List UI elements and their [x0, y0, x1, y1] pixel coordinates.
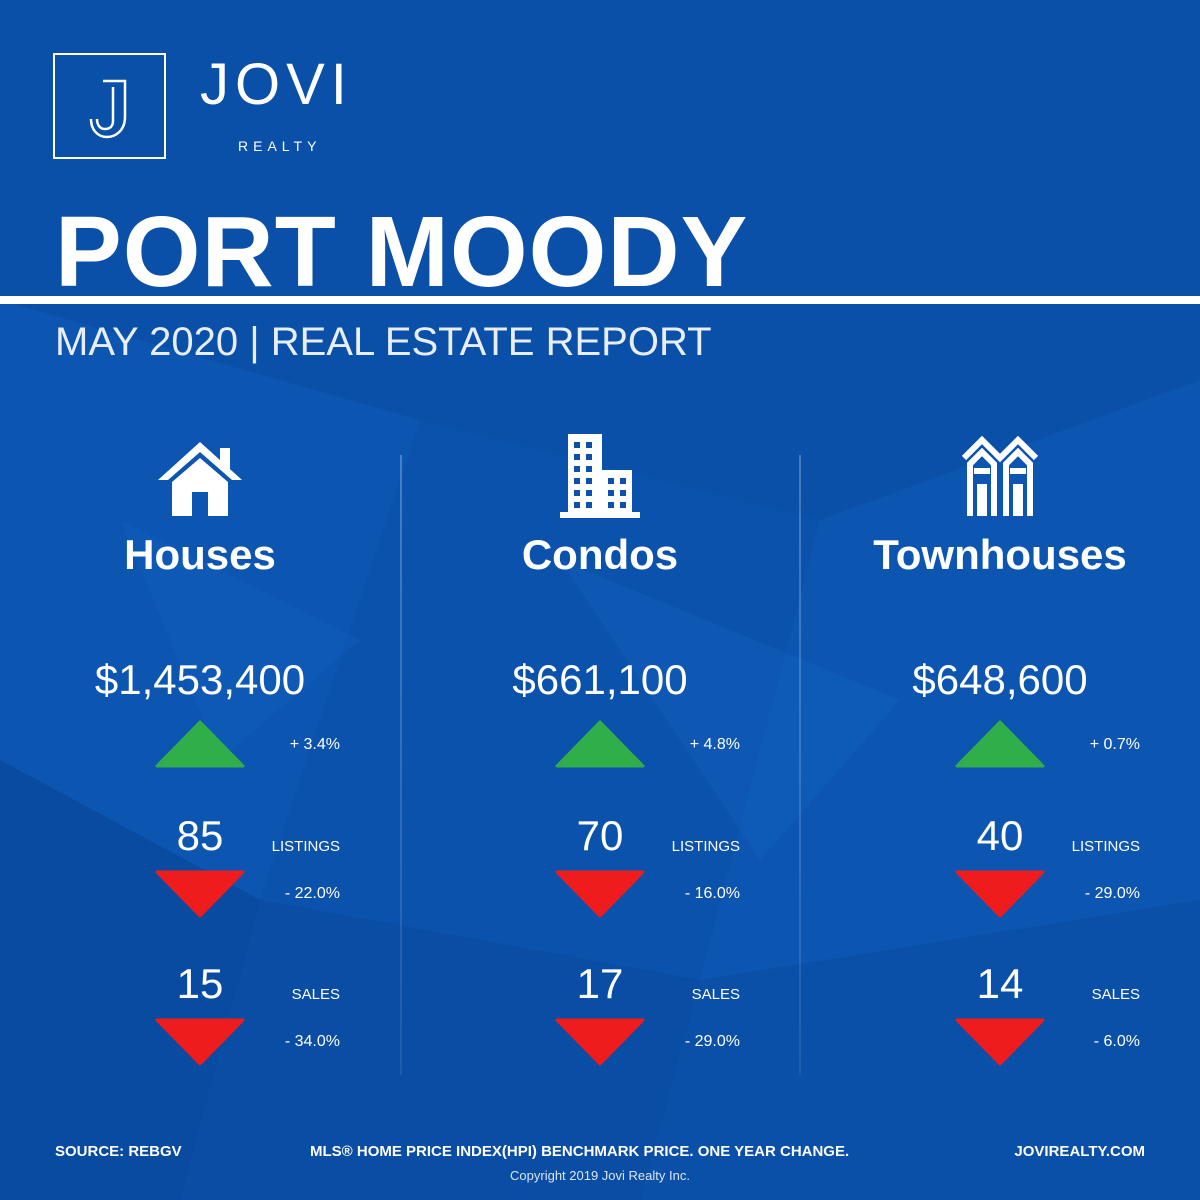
up-arrow-icon	[155, 720, 245, 768]
column-divider	[799, 455, 801, 1075]
up-arrow-icon	[555, 720, 645, 768]
category-title: Condos	[521, 531, 679, 578]
listings-label: LISTINGS	[1071, 838, 1140, 855]
sales-count: 14	[976, 960, 1024, 1007]
sales-label: SALES	[691, 986, 740, 1003]
sales-change: - 6.0%	[1093, 1033, 1140, 1050]
benchmark-price: $648,600	[912, 656, 1088, 703]
benchmark-price: $1,453,400	[94, 656, 306, 703]
down-arrow-icon	[955, 870, 1045, 918]
townhouse-icon	[961, 435, 1039, 516]
footer-copyright: Copyright 2019 Jovi Realty Inc.	[510, 1168, 690, 1183]
report-subtitle: MAY 2020 | REAL ESTATE REPORT	[55, 320, 712, 364]
down-arrow-icon	[155, 870, 245, 918]
title-underline	[0, 296, 1200, 304]
category-title: Townhouses	[873, 531, 1127, 578]
logo-box	[53, 53, 166, 159]
sales-label: SALES	[1091, 986, 1140, 1003]
houses-column: Houses $1,453,400 + 3.4% 85 LISTINGS - 2…	[0, 430, 400, 1090]
down-arrow-icon	[555, 1018, 645, 1066]
condos-column: Condos $661,100 + 4.8% 70 LISTINGS - 16.…	[400, 430, 800, 1090]
down-arrow-icon	[155, 1018, 245, 1066]
sales-count: 17	[576, 960, 624, 1007]
townhouses-column: Townhouses $648,600 + 0.7% 40 LISTINGS -…	[800, 430, 1200, 1090]
sales-change: - 34.0%	[284, 1033, 340, 1050]
price-change: + 3.4%	[289, 736, 340, 753]
listings-count: 40	[976, 812, 1024, 859]
sales-count: 15	[176, 960, 224, 1007]
listings-change: - 22.0%	[284, 885, 340, 902]
listings-change: - 16.0%	[684, 885, 740, 902]
listings-count: 85	[176, 812, 224, 859]
listings-label: LISTINGS	[271, 838, 340, 855]
listings-change: - 29.0%	[1084, 885, 1140, 902]
benchmark-price: $661,100	[512, 656, 688, 703]
category-title: Houses	[124, 531, 276, 578]
page-title: PORT MOODY	[55, 196, 749, 308]
footer-note: MLS® HOME PRICE INDEX(HPI) BENCHMARK PRI…	[310, 1143, 850, 1160]
brand-name: JOVI	[200, 52, 353, 117]
footer-source: SOURCE: REBGV	[55, 1143, 182, 1160]
down-arrow-icon	[955, 1018, 1045, 1066]
down-arrow-icon	[555, 870, 645, 918]
price-change: + 4.8%	[689, 736, 740, 753]
listings-count: 70	[576, 812, 624, 859]
house-icon	[158, 442, 242, 516]
up-arrow-icon	[955, 720, 1045, 768]
listings-label: LISTINGS	[671, 838, 740, 855]
column-divider	[400, 455, 402, 1075]
jovi-j-logo-icon	[89, 79, 127, 139]
brand-sub: REALTY	[238, 138, 322, 154]
condo-building-icon	[560, 434, 640, 518]
sales-label: SALES	[291, 986, 340, 1003]
footer-website[interactable]: JOVIREALTY.COM	[1014, 1143, 1145, 1160]
sales-change: - 29.0%	[684, 1033, 740, 1050]
price-change: + 0.7%	[1089, 736, 1140, 753]
